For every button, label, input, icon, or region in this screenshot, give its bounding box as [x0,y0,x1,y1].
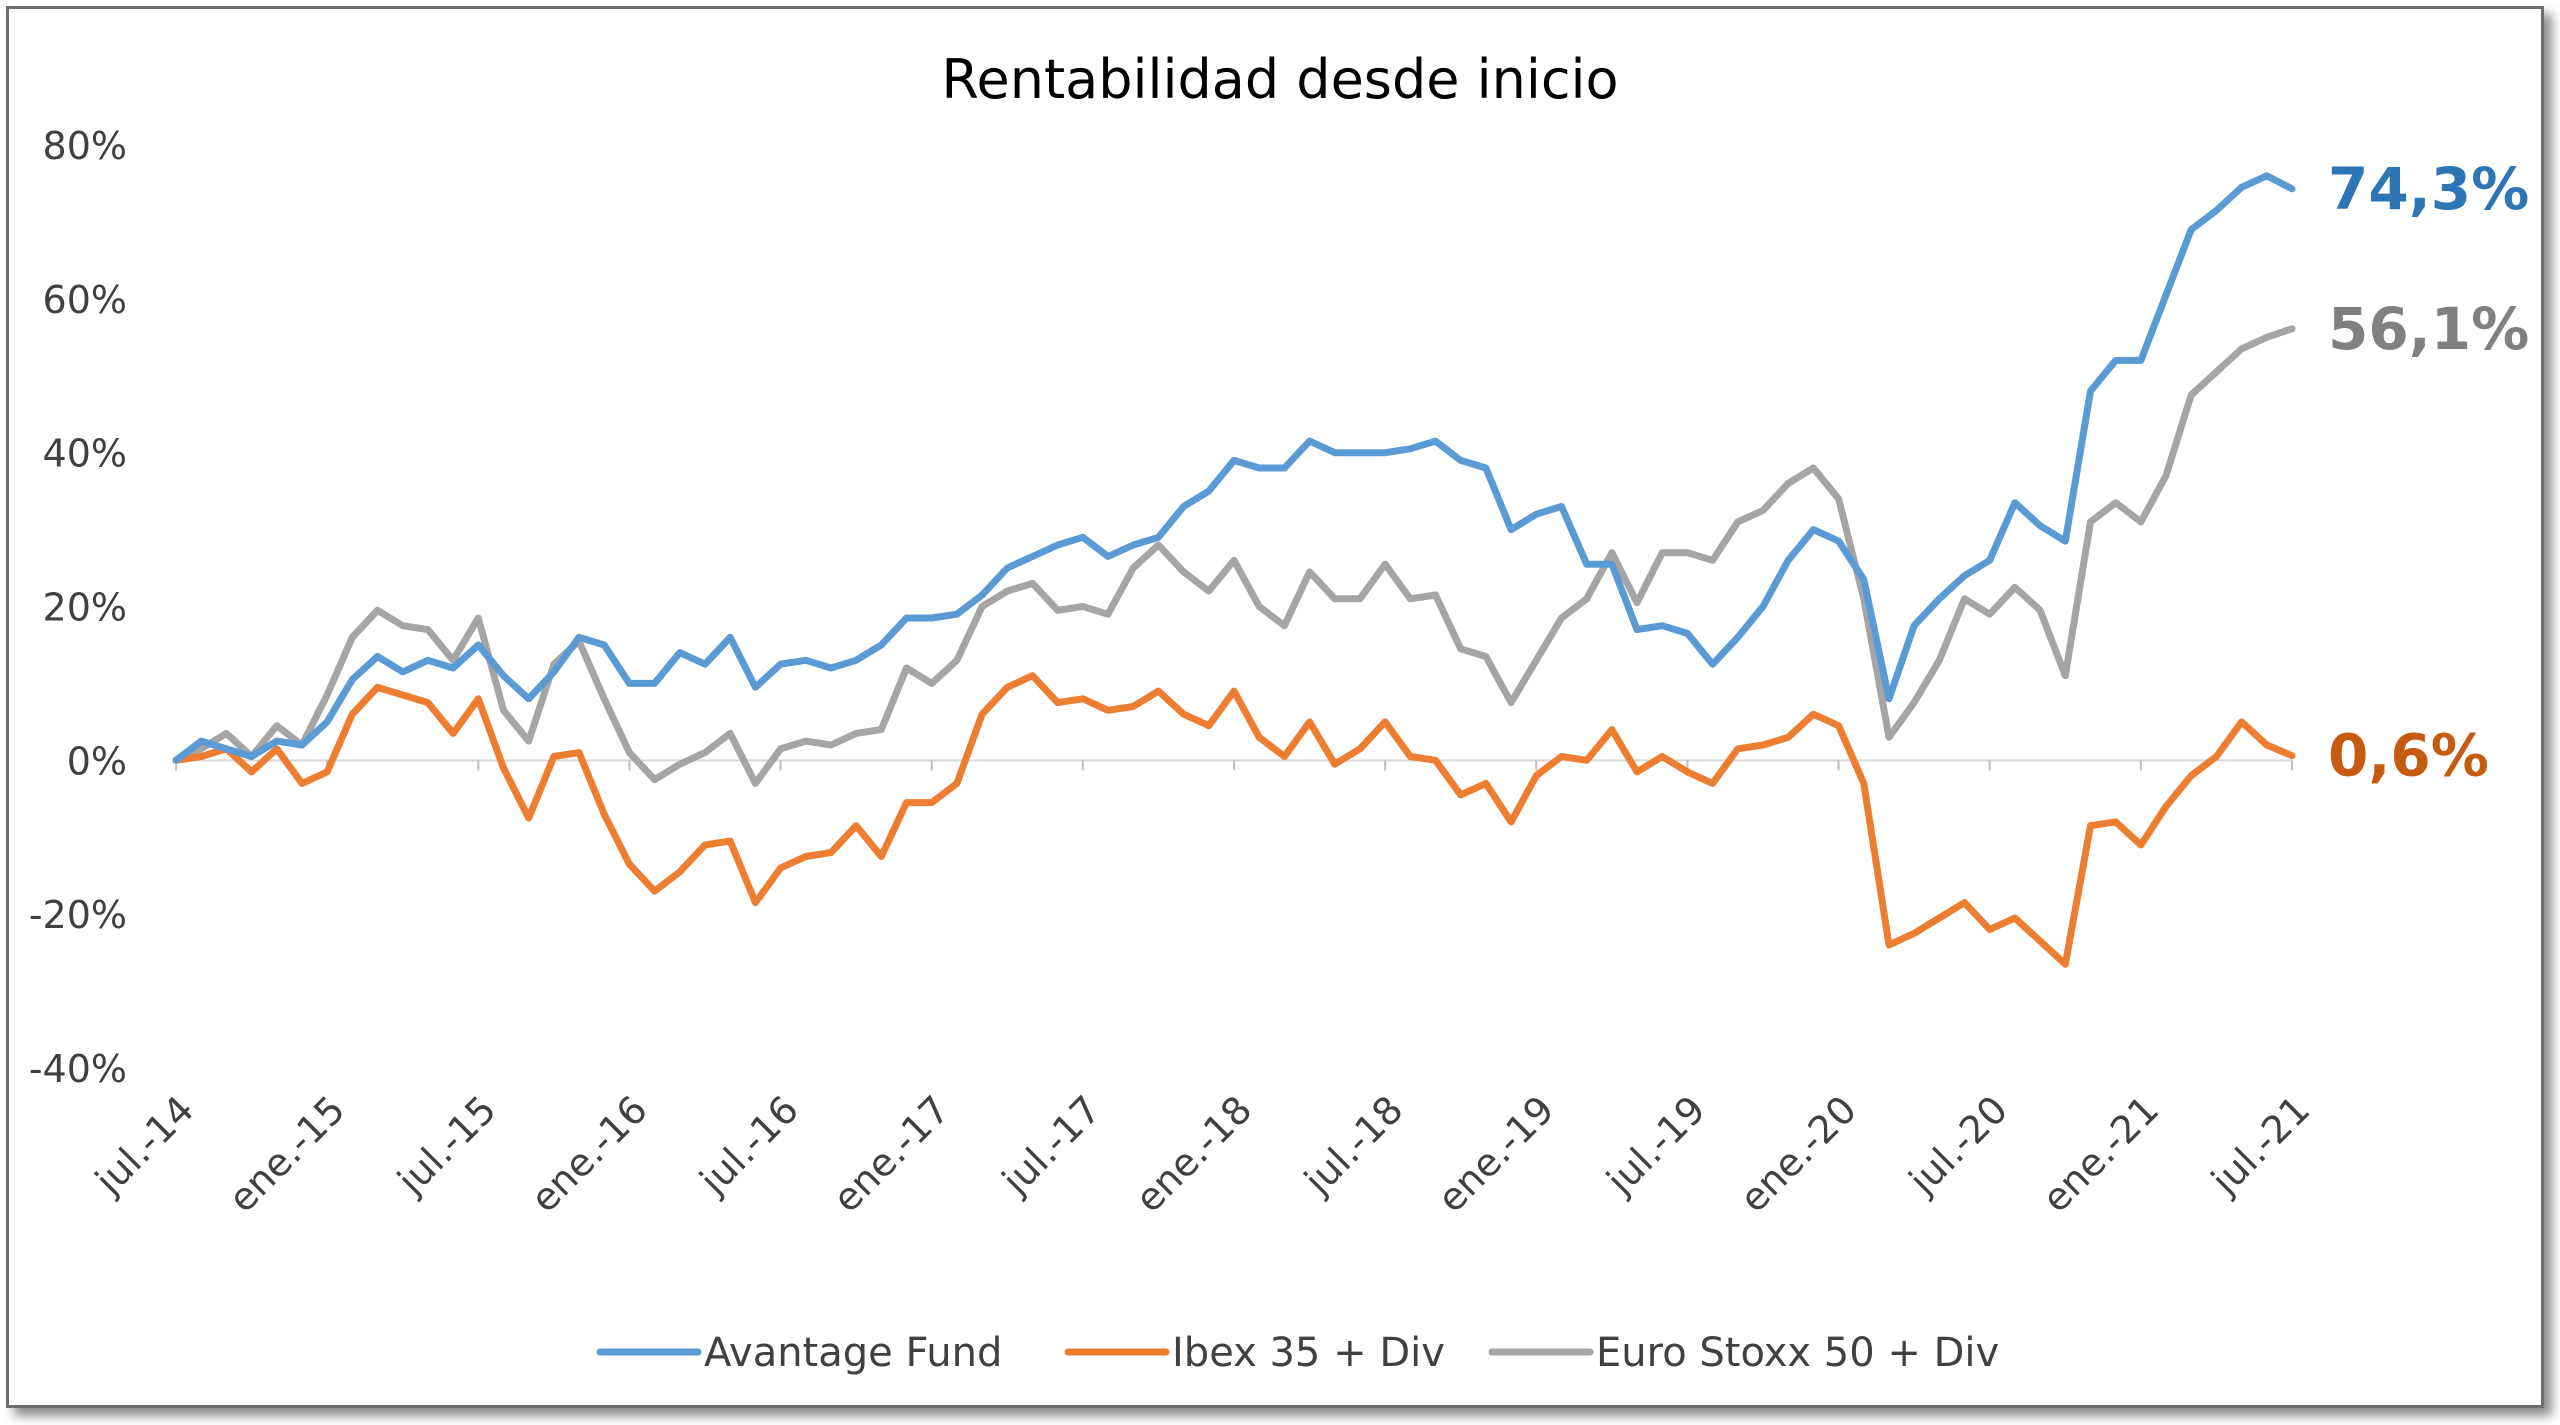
y-tick-label: 40% [43,432,127,476]
end-label-0: 74,3% [2328,155,2529,223]
x-tick-label: jul.-17 [993,1087,1109,1203]
legend-label: Avantage Fund [704,1330,1002,1376]
end-label-1: 0,6% [2328,722,2489,790]
x-tick-label: jul.-16 [691,1087,807,1203]
y-tick-label: 80% [43,124,127,168]
series-lines [172,172,2296,968]
x-tick-label: ene.-21 [2034,1087,2168,1221]
y-tick-label: 60% [43,278,127,322]
legend-label: Euro Stoxx 50 + Div [1596,1330,1999,1376]
series-line-1 [172,672,2296,968]
y-tick-label: 20% [43,586,127,630]
y-axis: 80% 60% 40% 20% 0% -20% -40% [29,124,127,1091]
y-tick-label: -20% [29,893,127,937]
y-tick-label: -40% [29,1047,127,1091]
x-tick-label: jul.-21 [2202,1087,2318,1203]
end-label-2: 56,1% [2328,295,2529,363]
legend: Avantage Fund Ibex 35 + Div Euro Stoxx 50 … [596,1330,1999,1376]
x-tick-label: jul.-15 [388,1087,504,1203]
x-tick-label: ene.-20 [1731,1087,1865,1221]
x-tick-label: ene.-18 [1127,1087,1261,1221]
x-axis: jul.-14 ene.-15 jul.-15 ene.-16 jul.-16 ene.-… [86,760,2318,1221]
y-tick-label: 0% [67,739,127,783]
legend-label: Ibex 35 + Div [1172,1330,1445,1376]
chart-title: Rentabilidad desde inicio [941,48,1618,111]
x-tick-label: jul.-18 [1295,1087,1411,1203]
x-tick-label: ene.-19 [1429,1087,1563,1221]
series-line-0 [172,172,2296,764]
x-tick-label: jul.-14 [86,1087,202,1203]
x-tick-label: ene.-17 [824,1087,958,1221]
x-tick-label: jul.-19 [1598,1087,1714,1203]
x-tick-label: ene.-16 [522,1087,656,1221]
x-tick-label: ene.-15 [220,1087,354,1221]
series-line-2 [172,325,2296,787]
x-tick-label: jul.-20 [1900,1087,2016,1203]
end-labels: 74,3% 0,6% 56,1% [2328,155,2529,790]
